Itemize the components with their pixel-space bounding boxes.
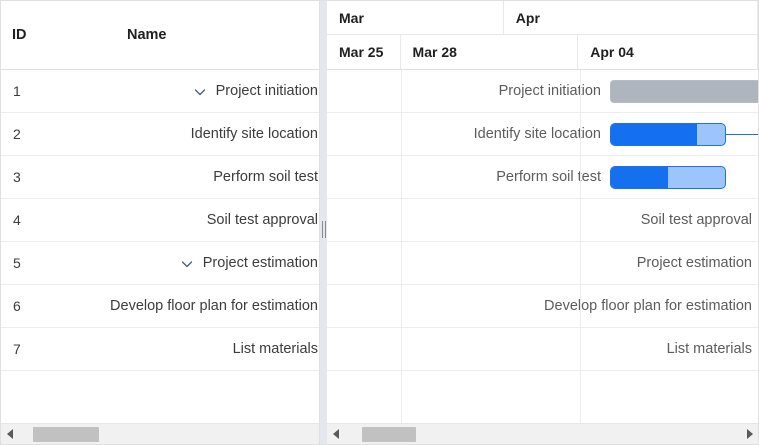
chart-row[interactable]: Project initiation: [327, 70, 758, 113]
chevron-down-icon[interactable]: [192, 84, 208, 99]
row-id-cell: 1: [13, 83, 21, 99]
bar-label: Project initiation: [498, 83, 601, 99]
grid-empty-area: [1, 371, 319, 414]
timeline-month-cell: Apr: [504, 1, 758, 34]
grid-scroll-thumb[interactable]: [33, 426, 99, 442]
task-name-label: Soil test approval: [206, 212, 318, 228]
chart-gridline: [580, 70, 581, 423]
scroll-left-icon[interactable]: [1, 424, 18, 445]
bar-label: Project estimation: [636, 255, 752, 271]
chart-horizontal-scrollbar[interactable]: [327, 423, 758, 444]
timeline-week-cell: Mar 25: [327, 35, 401, 69]
task-name-label: Identify site location: [190, 126, 318, 142]
timeline-week-cell: Mar 28: [401, 35, 579, 69]
summary-task-bar[interactable]: [610, 80, 758, 103]
task-bar[interactable]: [610, 123, 726, 146]
row-name-cell: Perform soil test: [69, 169, 319, 185]
table-row[interactable]: 7 List materials: [1, 328, 319, 371]
bar-label: Identify site location: [473, 126, 601, 142]
splitter-grip-icon[interactable]: [320, 219, 327, 239]
row-id-cell: 5: [13, 255, 21, 271]
bar-label: Develop floor plan for estimation: [544, 298, 752, 314]
table-row[interactable]: 3 Perform soil test: [1, 156, 319, 199]
timeline-header: Mar Apr Mar 25 Mar 28 Apr 04: [327, 1, 758, 70]
chart-scroll-track[interactable]: [344, 424, 741, 445]
chart-row[interactable]: Identify site location: [327, 113, 758, 156]
chart-panel: Mar Apr Mar 25 Mar 28 Apr 04 Project initia…: [327, 1, 758, 444]
bar-label: Perform soil test: [496, 169, 601, 185]
task-name-label: Develop floor plan for estimation: [110, 298, 318, 314]
row-id-cell: 7: [13, 341, 21, 357]
row-name-cell: Project initiation: [69, 83, 319, 99]
grid-scroll-track[interactable]: [18, 424, 319, 445]
task-name-label: Project initiation: [215, 83, 318, 99]
table-row[interactable]: 5 Project estimation: [1, 242, 319, 285]
timeline-week-cell: Apr 04: [578, 35, 758, 69]
chevron-down-icon[interactable]: [179, 256, 195, 271]
chart-gridline: [401, 70, 402, 423]
dependency-connector-line: [726, 134, 758, 135]
task-grid-panel: ID Name 1 Project initiation 2 Identify sit…: [1, 1, 320, 444]
timeline-month-cell: Mar: [327, 1, 504, 34]
chart-scroll-thumb[interactable]: [362, 426, 416, 442]
timeline-month-row: Mar Apr: [327, 1, 758, 35]
row-id-cell: 6: [13, 298, 21, 314]
bar-label: List materials: [666, 341, 752, 357]
chart-row[interactable]: List materials: [327, 328, 758, 371]
chart-body: Project initiation Identify site location…: [327, 70, 758, 423]
table-row[interactable]: 6 Develop floor plan for estimation: [1, 285, 319, 328]
task-name-label: Perform soil test: [213, 169, 318, 185]
task-bar[interactable]: [610, 166, 726, 189]
grid-header-row: ID Name: [1, 1, 319, 70]
row-name-cell: Project estimation: [69, 255, 319, 271]
panel-splitter[interactable]: [320, 1, 327, 444]
task-name-label: Project estimation: [202, 255, 318, 271]
chart-row[interactable]: Project estimation: [327, 242, 758, 285]
chart-empty-area: [327, 371, 758, 414]
task-progress-fill: [611, 167, 668, 188]
timeline-week-row: Mar 25 Mar 28 Apr 04: [327, 35, 758, 69]
grid-horizontal-scrollbar[interactable]: [1, 423, 319, 444]
column-header-id[interactable]: ID: [12, 27, 27, 43]
column-header-name[interactable]: Name: [127, 27, 167, 43]
scroll-left-icon[interactable]: [327, 424, 344, 445]
row-id-cell: 3: [13, 169, 21, 185]
chart-row[interactable]: Develop floor plan for estimation: [327, 285, 758, 328]
row-name-cell: Develop floor plan for estimation: [69, 298, 319, 314]
chart-row[interactable]: Soil test approval: [327, 199, 758, 242]
table-row[interactable]: 1 Project initiation: [1, 70, 319, 113]
table-row[interactable]: 2 Identify site location: [1, 113, 319, 156]
task-name-label: List materials: [232, 341, 318, 357]
row-name-cell: Soil test approval: [69, 212, 319, 228]
task-progress-fill: [611, 124, 697, 145]
scroll-right-icon[interactable]: [741, 424, 758, 445]
grid-body: 1 Project initiation 2 Identify site locati…: [1, 70, 319, 423]
table-row[interactable]: 4 Soil test approval: [1, 199, 319, 242]
row-name-cell: Identify site location: [69, 126, 319, 142]
row-id-cell: 4: [13, 212, 21, 228]
bar-label: Soil test approval: [640, 212, 752, 228]
row-name-cell: List materials: [69, 341, 319, 357]
chart-row[interactable]: Perform soil test: [327, 156, 758, 199]
row-id-cell: 2: [13, 126, 21, 142]
